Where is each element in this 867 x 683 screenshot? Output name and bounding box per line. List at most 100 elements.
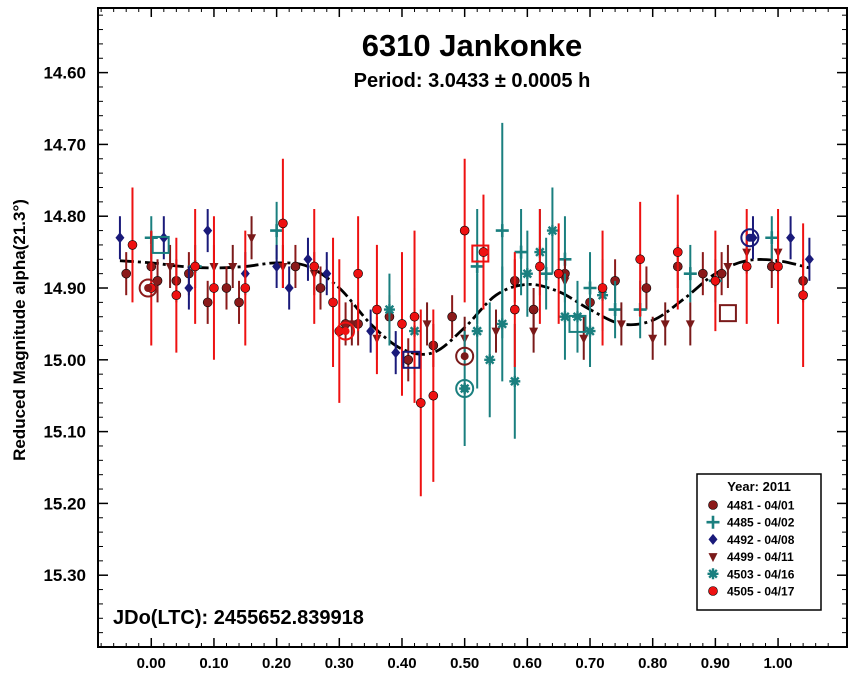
data-point	[608, 303, 622, 317]
data-point	[765, 231, 779, 245]
data-point	[422, 320, 432, 330]
data-point	[415, 398, 426, 408]
data-point	[660, 320, 670, 330]
data-point	[514, 245, 528, 259]
data-points-layer	[115, 122, 814, 497]
data-point	[165, 262, 175, 272]
data-point	[471, 325, 483, 337]
data-point	[309, 261, 320, 272]
legend-marker	[708, 586, 718, 596]
legend-entry: 4492 - 04/08	[708, 533, 795, 547]
data-point	[209, 283, 219, 293]
data-point	[496, 318, 508, 330]
y-tick-label: 15.00	[43, 351, 86, 370]
data-point	[353, 268, 363, 279]
data-point	[698, 268, 708, 279]
chart-title: 6310 Jankonke	[362, 28, 583, 63]
legend-marker	[708, 500, 718, 510]
legend: Year: 2011 4481 - 04/01 4485 - 04/02 4492 …	[696, 473, 822, 611]
axis-ticks: 0.00 0.10 0.20 0.30 0.40 0.50 0.60 0.70 0.80 0.90…	[43, 8, 847, 672]
data-point	[240, 283, 251, 293]
x-tick-label: 0.30	[325, 655, 354, 672]
legend-entry: 4505 - 04/17	[708, 585, 795, 599]
chart-subtitle: Period: 3.0433 ± 0.0005 h	[354, 70, 591, 92]
data-point	[234, 297, 244, 308]
data-point	[579, 334, 589, 344]
data-point	[648, 334, 658, 344]
legend-marker	[708, 553, 718, 563]
x-tick-label: 0.50	[450, 655, 479, 672]
square-marker	[568, 314, 587, 333]
y-tick-label: 15.10	[43, 423, 86, 442]
data-point	[478, 247, 489, 257]
plot-frame	[97, 7, 848, 648]
data-point	[372, 304, 382, 315]
data-point	[510, 304, 520, 315]
data-point	[773, 261, 783, 272]
ring-marker	[336, 321, 356, 341]
square-marker	[718, 304, 737, 323]
data-point	[290, 261, 301, 272]
data-point	[597, 283, 608, 293]
data-point	[723, 262, 733, 272]
data-point	[190, 261, 200, 272]
data-point	[459, 225, 470, 236]
y-tick-label: 15.30	[43, 566, 86, 585]
data-point	[521, 268, 533, 280]
data-point	[247, 234, 257, 244]
ring-marker-dot	[460, 384, 469, 393]
data-point	[403, 355, 414, 365]
data-point	[710, 276, 721, 286]
legend-entry: 4499 - 04/11	[708, 550, 794, 564]
data-point	[672, 247, 683, 257]
x-tick-label: 0.90	[701, 655, 730, 672]
y-tick-label: 14.80	[43, 207, 86, 226]
series-4503	[383, 187, 609, 446]
series-4505	[127, 158, 808, 497]
data-point	[616, 320, 626, 330]
x-tick-label: 0.00	[137, 655, 166, 672]
data-point	[391, 347, 401, 359]
data-point	[641, 283, 652, 293]
data-point	[397, 319, 407, 329]
data-point	[559, 311, 571, 323]
data-point	[127, 240, 138, 250]
ring-marker	[138, 278, 158, 298]
data-point	[741, 261, 752, 272]
data-point	[716, 268, 727, 279]
legend-box	[696, 473, 822, 611]
ring-marker-dot	[341, 327, 350, 336]
data-point	[322, 268, 332, 280]
legend-label: 4485 - 04/02	[727, 516, 795, 530]
ring-marker	[740, 228, 760, 248]
data-point	[786, 232, 796, 244]
legend-entry: 4503 - 04/16	[707, 567, 795, 581]
x-tick-label: 0.40	[387, 655, 416, 672]
legend-label: 4505 - 04/17	[727, 585, 795, 599]
data-point	[171, 290, 182, 300]
data-point	[284, 282, 294, 294]
legend-entries: 4481 - 04/01 4485 - 04/02 4492 - 04/08 4499…	[706, 499, 795, 599]
data-point	[447, 311, 457, 322]
data-point	[121, 268, 132, 279]
y-tick-label: 14.70	[43, 135, 86, 154]
ring-marker-dot	[144, 284, 153, 293]
data-point	[495, 224, 509, 238]
data-point	[366, 325, 376, 337]
data-point	[539, 267, 553, 281]
legend-entry: 4485 - 04/02	[706, 515, 795, 530]
ring-marker	[455, 379, 475, 399]
data-point	[535, 261, 545, 272]
legend-label: 4499 - 04/11	[727, 550, 794, 564]
data-point	[115, 232, 125, 244]
data-point	[152, 276, 163, 286]
square-marker	[151, 235, 170, 254]
data-point	[184, 282, 194, 294]
data-point	[270, 224, 284, 238]
data-point	[383, 304, 395, 316]
data-point	[546, 225, 558, 237]
open-markers-layer	[138, 228, 760, 399]
square-marker	[471, 244, 490, 263]
